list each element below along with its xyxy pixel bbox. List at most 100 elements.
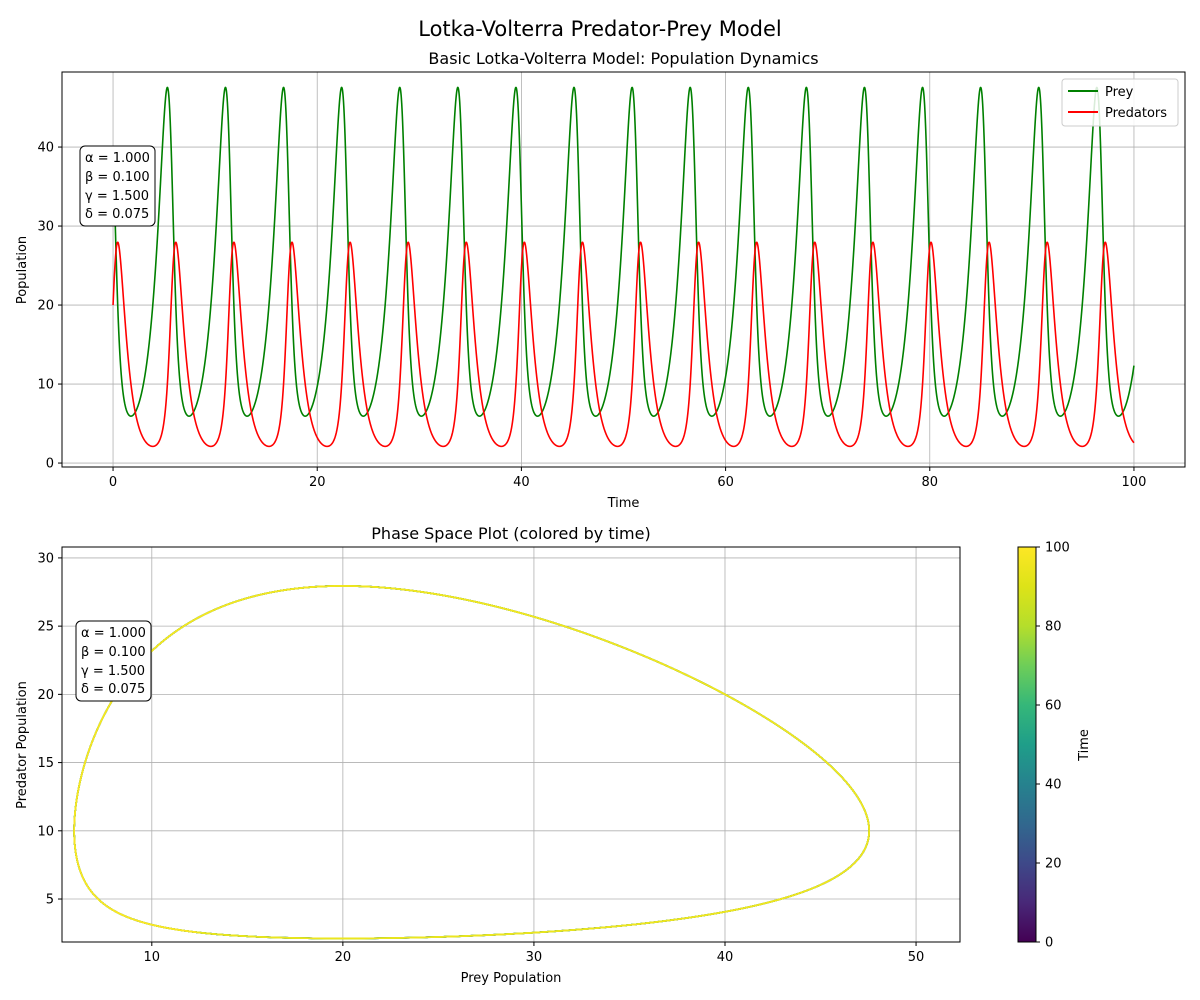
phase-segment: [81, 874, 107, 906]
phase-chart: Phase Space Plot (colored by time) 10 20 3…: [15, 524, 1092, 986]
phase-segment: [522, 914, 705, 935]
y-tick-label: 15: [37, 756, 54, 771]
phase-segment: [624, 891, 804, 927]
phase-segment: [508, 609, 821, 758]
series-line-prey: [112, 86, 1135, 417]
phase-segment: [131, 591, 275, 673]
phase-segment: [382, 586, 726, 696]
colorbar-tick-label: 100: [1045, 541, 1070, 556]
phase-segment: [659, 662, 868, 818]
phase-segment: [543, 619, 838, 773]
phase-segment: [77, 865, 100, 901]
param-delta: δ = 0.075: [85, 207, 149, 222]
phase-trajectory: [73, 585, 871, 940]
colorbar-tick-label: 40: [1045, 778, 1062, 793]
x-tick-label: 20: [335, 950, 352, 965]
y-tick-label: 0: [46, 457, 54, 472]
colorbar-label: Time: [1077, 729, 1092, 762]
phase-segment: [89, 889, 123, 916]
phase-segment: [246, 585, 536, 618]
phase-segment: [760, 714, 871, 853]
phase-segment: [533, 616, 834, 769]
phase-segment: [75, 854, 93, 894]
phase-y-label: Predator Population: [15, 681, 30, 809]
phase-segment: [560, 907, 746, 932]
phase-segment: [80, 873, 106, 906]
phase-segment: [797, 803, 870, 895]
phase-segment: [326, 585, 662, 664]
phase-segment: [642, 885, 819, 925]
phase-segment: [390, 587, 735, 700]
y-tick-label: 40: [37, 141, 54, 156]
phase-segment: [74, 732, 97, 813]
param-alpha: α = 1.000: [81, 626, 146, 641]
phase-segment: [596, 898, 780, 929]
colorbar-tick-label: 20: [1045, 857, 1062, 872]
colorbar-tick-label: 0: [1045, 936, 1053, 951]
phase-segment: [601, 897, 784, 929]
timeseries-title: Basic Lotka-Volterra Model: Population D…: [428, 49, 818, 68]
phase-segment: [464, 598, 795, 737]
phase-segment: [152, 585, 329, 651]
phase-segment: [361, 585, 704, 684]
phase-segment: [82, 878, 110, 909]
param-beta: β = 0.100: [85, 170, 150, 185]
phase-segment: [589, 634, 854, 792]
phase-segment: [583, 902, 768, 930]
phase-segment: [142, 587, 304, 660]
phase-segment: [692, 677, 870, 830]
x-tick-label: 30: [526, 950, 543, 965]
phase-segment: [97, 898, 135, 921]
phase-segment: [73, 752, 89, 827]
phase-segment: [831, 766, 870, 879]
x-tick-label: 40: [513, 475, 530, 490]
phase-segment: [75, 855, 94, 895]
phase-segment: [155, 585, 336, 648]
phase-segment: [75, 723, 101, 806]
y-tick-label: 30: [37, 551, 54, 566]
phase-segment: [251, 585, 546, 621]
phase-segment: [732, 698, 871, 843]
phase-segment: [137, 920, 198, 934]
phase-segment: [92, 892, 127, 918]
colorbar-tick-label: 60: [1045, 699, 1062, 714]
phase-segment: [782, 815, 870, 900]
phase-segment: [743, 841, 869, 909]
phase-segment: [134, 590, 281, 670]
phase-segment: [701, 682, 871, 833]
phase-segment: [73, 843, 89, 887]
phase-segment: [295, 585, 617, 646]
phase-segment: [76, 714, 105, 800]
x-tick-label: 50: [908, 950, 925, 965]
phase-segment: [84, 881, 113, 911]
phase-segment: [578, 903, 763, 931]
phase-segment: [684, 870, 846, 919]
x-tick-label: 10: [144, 950, 161, 965]
y-tick-label: 20: [37, 688, 54, 703]
phase-segment: [526, 913, 710, 934]
phase-segment: [498, 606, 816, 753]
phase-segment: [303, 936, 433, 940]
param-alpha: α = 1.000: [85, 151, 150, 166]
phase-segment: [73, 760, 87, 833]
x-tick-label: 80: [921, 475, 938, 490]
phase-segment: [637, 887, 815, 925]
x-tick-label: 40: [717, 950, 734, 965]
y-tick-label: 30: [37, 220, 54, 235]
colorbar-gradient: [1017, 546, 1037, 943]
phase-segment: [174, 585, 385, 633]
phase-segment: [761, 830, 871, 905]
phase-segment: [91, 891, 126, 917]
phase-segment: [708, 859, 858, 916]
phase-segment: [431, 592, 770, 721]
timeseries-legend: Prey Predators: [1061, 78, 1179, 127]
phase-segment: [721, 853, 863, 914]
timeseries-parameters-box: α = 1.000 β = 0.100 γ = 1.500 δ = 0.075: [79, 145, 156, 227]
phase-segment: [99, 900, 140, 922]
colorbar-tick-label: 80: [1045, 620, 1062, 635]
phase-segment: [94, 895, 131, 919]
phase-segment: [79, 689, 120, 781]
x-tick-label: 100: [1122, 475, 1147, 490]
timeseries-frame: [61, 71, 1186, 468]
